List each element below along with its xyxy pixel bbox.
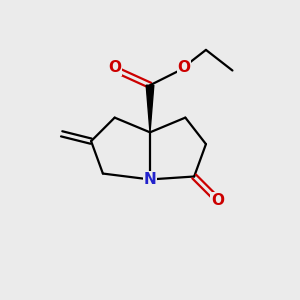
Text: O: O	[211, 193, 224, 208]
Text: N: N	[144, 172, 156, 187]
Polygon shape	[146, 85, 154, 132]
Text: O: O	[108, 60, 121, 75]
Text: O: O	[177, 60, 190, 75]
